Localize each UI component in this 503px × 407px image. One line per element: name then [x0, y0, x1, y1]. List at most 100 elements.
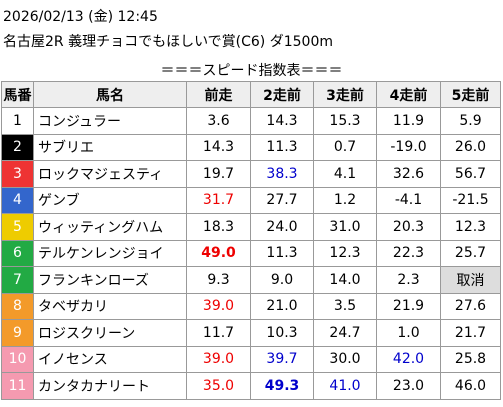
- speed-index: 11.7: [186, 319, 251, 347]
- speed-index: 18.3: [186, 213, 251, 241]
- header-row: 馬番 馬名 前走 2走前 3走前 4走前 5走前: [1, 81, 501, 108]
- horse-name: ロックマジェスティ: [33, 160, 187, 188]
- speed-index: 49.3: [250, 372, 314, 400]
- speed-index: 27.7: [250, 186, 314, 214]
- horse-number: 6: [1, 239, 34, 267]
- speed-index: 4.1: [313, 160, 377, 188]
- table-row: 4 ゲンブ 31.7 27.7 1.2 -4.1 -21.5: [1, 186, 501, 214]
- speed-index: 27.6: [440, 292, 501, 320]
- table-row: 3 ロックマジェスティ 19.7 38.3 4.1 32.6 56.7: [1, 160, 501, 188]
- speed-index: 39.0: [186, 345, 251, 373]
- horse-name: ゲンブ: [33, 186, 187, 214]
- horse-name: カンタカナリート: [33, 372, 187, 400]
- horse-number: 9: [1, 319, 34, 347]
- speed-index: 25.7: [440, 239, 501, 267]
- table-row: 7 フランキンローズ 9.3 9.0 14.0 2.3 取消: [1, 266, 501, 294]
- speed-index: 11.9: [376, 107, 441, 135]
- speed-index: 21.7: [440, 319, 501, 347]
- speed-index: 14.3: [250, 107, 314, 135]
- table-row: 8 タベザカリ 39.0 21.0 3.5 21.9 27.6: [1, 292, 501, 320]
- speed-index: 49.0: [186, 239, 251, 267]
- speed-index: 39.0: [186, 292, 251, 320]
- column-header: 5走前: [440, 81, 501, 108]
- table-row: 10 イノセンス 39.0 39.7 30.0 42.0 25.8: [1, 345, 501, 373]
- table-row: 1 コンジュラー 3.6 14.3 15.3 11.9 5.9: [1, 107, 501, 135]
- speed-index: 2.3: [376, 266, 441, 294]
- horse-number: 11: [1, 372, 34, 400]
- column-header: 前走: [186, 81, 251, 108]
- speed-index: 9.3: [186, 266, 251, 294]
- speed-index: 21.0: [250, 292, 314, 320]
- speed-index: 31.0: [313, 213, 377, 241]
- horse-number: 2: [1, 133, 34, 161]
- speed-table: 馬番 馬名 前走 2走前 3走前 4走前 5走前 1 コンジュラー 3.6 14.3 15.3 11.…: [1, 81, 501, 400]
- speed-index: 11.3: [250, 239, 314, 267]
- speed-index: 10.3: [250, 319, 314, 347]
- speed-index: 14.0: [313, 266, 377, 294]
- speed-index: 20.3: [376, 213, 441, 241]
- speed-index: 25.8: [440, 345, 501, 373]
- table-title: ＝＝＝スピード指数表＝＝＝: [160, 63, 343, 79]
- horse-number: 4: [1, 186, 34, 214]
- horse-number: 1: [1, 107, 34, 135]
- race-title: 名古屋2R 義理チョコでもほしいで賞(C6) ダ1500m: [3, 34, 333, 50]
- column-header: 3走前: [313, 81, 377, 108]
- speed-index: 46.0: [440, 372, 501, 400]
- table-row: 5 ウィッティングハム 18.3 24.0 31.0 20.3 12.3: [1, 213, 501, 241]
- speed-index: 39.7: [250, 345, 314, 373]
- table-row: 6 テルケンレンジョイ 49.0 11.3 12.3 22.3 25.7: [1, 239, 501, 267]
- speed-index: 38.3: [250, 160, 314, 188]
- speed-index: 56.7: [440, 160, 501, 188]
- speed-index: 1.0: [376, 319, 441, 347]
- horse-name: サブリエ: [33, 133, 187, 161]
- speed-index: 24.0: [250, 213, 314, 241]
- datetime: 2026/02/13 (金) 12:45: [3, 9, 158, 25]
- speed-index: 19.7: [186, 160, 251, 188]
- speed-index: 42.0: [376, 345, 441, 373]
- horse-name: テルケンレンジョイ: [33, 239, 187, 267]
- horse-name: コンジュラー: [33, 107, 187, 135]
- column-header: 2走前: [250, 81, 314, 108]
- horse-name: イノセンス: [33, 345, 187, 373]
- column-header: 4走前: [376, 81, 441, 108]
- speed-index: 5.9: [440, 107, 501, 135]
- speed-index: 3.6: [186, 107, 251, 135]
- horse-number: 5: [1, 213, 34, 241]
- speed-index: 24.7: [313, 319, 377, 347]
- column-header: 馬名: [33, 81, 187, 108]
- horse-number: 7: [1, 266, 34, 294]
- speed-index: 26.0: [440, 133, 501, 161]
- speed-index: -4.1: [376, 186, 441, 214]
- speed-index: 取消: [440, 266, 501, 294]
- column-header: 馬番: [1, 81, 34, 108]
- speed-index: 23.0: [376, 372, 441, 400]
- speed-index: -21.5: [440, 186, 501, 214]
- speed-index: 12.3: [313, 239, 377, 267]
- speed-index: 14.3: [186, 133, 251, 161]
- speed-index: 35.0: [186, 372, 251, 400]
- speed-index: 11.3: [250, 133, 314, 161]
- speed-index: 30.0: [313, 345, 377, 373]
- horse-number: 8: [1, 292, 34, 320]
- horse-number: 3: [1, 160, 34, 188]
- horse-name: ウィッティングハム: [33, 213, 187, 241]
- speed-index: 1.2: [313, 186, 377, 214]
- speed-index: 12.3: [440, 213, 501, 241]
- horse-number: 10: [1, 345, 34, 373]
- table-row: 9 ロジスクリーン 11.7 10.3 24.7 1.0 21.7: [1, 319, 501, 347]
- speed-index: 3.5: [313, 292, 377, 320]
- horse-name: ロジスクリーン: [33, 319, 187, 347]
- speed-index: 41.0: [313, 372, 377, 400]
- horse-name: フランキンローズ: [33, 266, 187, 294]
- speed-index: 32.6: [376, 160, 441, 188]
- table-row: 2 サブリエ 14.3 11.3 0.7 -19.0 26.0: [1, 133, 501, 161]
- horse-name: タベザカリ: [33, 292, 187, 320]
- table-row: 11 カンタカナリート 35.0 49.3 41.0 23.0 46.0: [1, 372, 501, 400]
- speed-index: 0.7: [313, 133, 377, 161]
- speed-index: -19.0: [376, 133, 441, 161]
- speed-index: 21.9: [376, 292, 441, 320]
- speed-index: 9.0: [250, 266, 314, 294]
- speed-index: 22.3: [376, 239, 441, 267]
- speed-index: 31.7: [186, 186, 251, 214]
